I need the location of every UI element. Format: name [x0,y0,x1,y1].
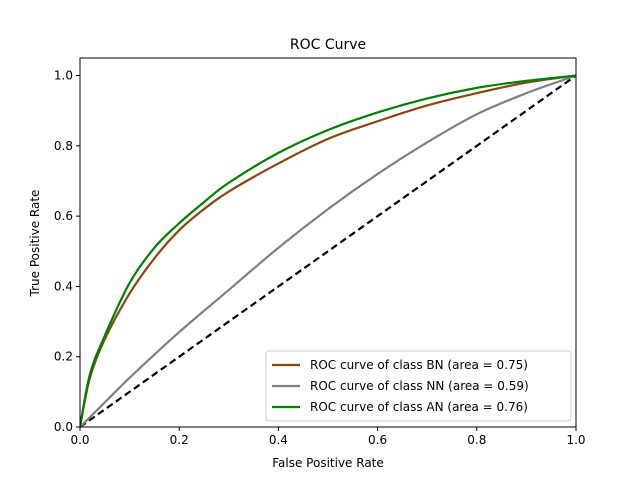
reference-diagonal-line [80,74,576,427]
legend-box [265,350,572,422]
x-tick-label: 0.8 [467,433,486,447]
series-line-2 [80,74,576,427]
chart-title: ROC Curve [290,37,366,53]
y-tick-label: 0.0 [54,420,73,434]
y-tick-label: 0.6 [54,209,73,223]
x-tick-label: 0.2 [170,433,189,447]
y-axis-label: True Positive Rate [28,190,42,298]
y-tick-label: 0.8 [54,139,73,153]
x-tick-label: 0.0 [70,433,89,447]
x-tick-label: 1.0 [566,433,585,447]
legend-entry-3: ROC curve of class AN (area = 0.76) [310,400,528,414]
y-tick-label: 0.2 [54,350,73,364]
series-line-3 [80,74,576,427]
axis-ticks: 0.0 0.2 0.4 0.6 0.8 1.0 0.0 0.2 0.4 0.6 0.8 1.0 [54,69,586,447]
x-axis-label: False Positive Rate [272,456,384,470]
y-tick-label: 1.0 [54,69,73,83]
series-line-1 [80,74,576,427]
axes-frame [79,57,577,428]
x-tick-label: 0.4 [269,433,288,447]
legend-entry-1: ROC curve of class BN (area = 0.75) [310,358,528,372]
legend-entry-2: ROC curve of class NN (area = 0.59) [310,379,529,393]
y-tick-label: 0.4 [54,279,73,293]
x-tick-label: 0.6 [368,433,387,447]
plot-area [79,57,577,428]
legend: ROC curve of class BN (area = 0.75) ROC c… [265,350,572,422]
